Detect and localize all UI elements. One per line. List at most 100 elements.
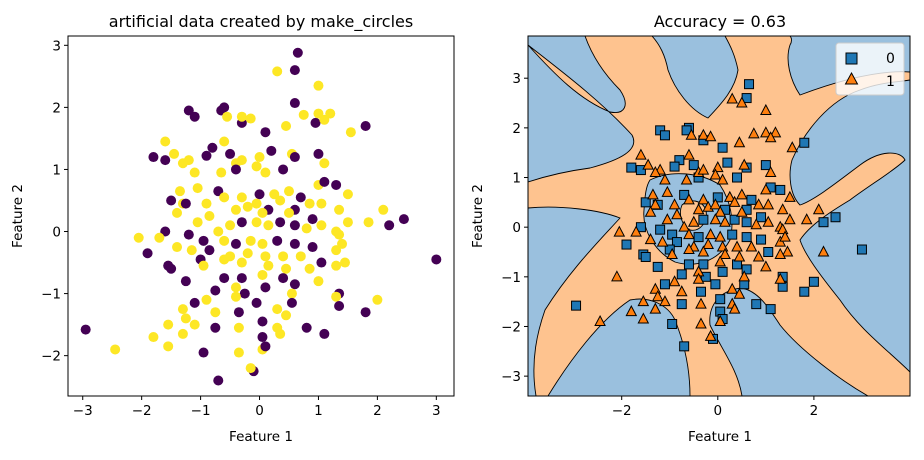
left-point-class-1 <box>257 238 268 249</box>
left-y-tick-label: 2 <box>52 100 61 116</box>
left-point-class-0 <box>189 111 200 122</box>
right-point-class-1 <box>695 317 707 329</box>
right-point-class-1 <box>752 198 765 210</box>
left-point-class-1 <box>177 304 188 315</box>
right-point-class-1 <box>709 213 722 225</box>
left-point-class-0 <box>233 307 244 318</box>
left-point-class-1 <box>319 114 330 125</box>
left-x-tick-label: −1 <box>191 403 211 419</box>
right-point-class-1 <box>714 255 727 267</box>
right-point-class-0 <box>775 184 786 195</box>
right-point-class-1 <box>630 225 642 237</box>
right-point-class-1 <box>786 141 799 153</box>
left-point-class-1 <box>236 155 247 166</box>
right-point-class-1 <box>745 240 758 252</box>
left-point-class-0 <box>219 273 230 284</box>
right-point-class-1 <box>800 213 813 225</box>
right-point-class-1 <box>683 228 695 240</box>
left-point-class-1 <box>160 136 171 147</box>
left-x-tick-label: 0 <box>255 403 264 419</box>
right-point-class-1 <box>704 130 717 142</box>
right-point-class-1 <box>776 203 789 215</box>
left-point-class-0 <box>384 220 395 231</box>
right-point-class-0 <box>669 161 680 172</box>
left-point-class-0 <box>254 189 265 200</box>
left-point-class-1 <box>272 304 283 315</box>
right-point-class-0 <box>856 244 867 255</box>
right-point-class-1 <box>692 272 705 284</box>
left-point-class-0 <box>257 332 268 343</box>
right-x-tick-label: −2 <box>612 403 632 419</box>
left-point-class-0 <box>160 226 171 237</box>
right-point-class-0 <box>571 300 582 311</box>
left-point-class-0 <box>239 288 250 299</box>
left-point-class-1 <box>172 207 183 218</box>
right-point-class-0 <box>710 279 721 290</box>
left-point-class-0 <box>80 324 91 335</box>
left-point-class-1 <box>313 108 324 119</box>
right-point-class-1 <box>779 230 791 242</box>
right-point-class-1 <box>760 103 772 115</box>
left-point-class-1 <box>263 220 274 231</box>
right-point-class-1 <box>735 96 748 108</box>
left-point-class-1 <box>236 111 247 122</box>
left-point-class-1 <box>251 161 262 172</box>
left-point-class-0 <box>216 105 227 116</box>
left-point-class-1 <box>325 108 336 119</box>
left-x-axis-label: Feature 1 <box>229 429 293 445</box>
left-panel: −3 −2 −1 0 1 2 3 −2 −1 0 1 2 3 artificial data crea… <box>10 12 455 445</box>
left-point-class-1 <box>216 167 227 178</box>
left-y-tick-label: −1 <box>41 287 61 303</box>
left-point-class-0 <box>260 127 271 138</box>
right-point-class-0 <box>756 234 767 245</box>
left-point-class-1 <box>257 207 268 218</box>
left-point-class-1 <box>230 204 241 215</box>
right-point-class-1 <box>709 168 722 180</box>
right-point-class-1 <box>728 195 741 207</box>
left-point-class-1 <box>219 136 230 147</box>
right-point-class-0 <box>676 269 687 280</box>
left-point-class-1 <box>337 238 348 249</box>
left-point-class-1 <box>281 263 292 274</box>
right-point-class-1 <box>666 247 678 259</box>
left-point-class-1 <box>281 310 292 321</box>
left-point-class-1 <box>319 158 330 169</box>
right-point-class-0 <box>808 276 819 287</box>
right-point-class-1 <box>683 148 695 160</box>
legend-label-0: 0 <box>886 51 895 67</box>
left-point-class-1 <box>210 307 221 318</box>
left-point-class-1 <box>163 319 174 330</box>
right-point-class-1 <box>668 275 681 287</box>
left-point-class-0 <box>310 117 321 128</box>
left-point-class-1 <box>201 198 212 209</box>
legend-marker-triangle <box>844 71 859 85</box>
left-point-class-1 <box>245 235 256 246</box>
right-point-class-0 <box>655 224 666 235</box>
left-point-class-1 <box>342 217 353 228</box>
right-point-class-0 <box>751 299 762 310</box>
left-point-class-1 <box>233 347 244 358</box>
left-x-tick-label: −2 <box>132 403 152 419</box>
left-point-class-1 <box>304 198 315 209</box>
left-point-class-0 <box>289 238 300 249</box>
left-point-class-1 <box>301 223 312 234</box>
right-point-class-0 <box>621 239 632 250</box>
right-axes-frame <box>527 35 911 397</box>
right-point-class-1 <box>781 245 794 257</box>
left-point-class-1 <box>260 251 271 262</box>
right-x-ticks: −2 0 2 <box>612 396 818 419</box>
right-point-class-0 <box>722 157 733 168</box>
right-x-axis-label: Feature 1 <box>688 429 752 445</box>
right-point-class-1 <box>656 235 669 247</box>
left-point-class-1 <box>133 232 144 243</box>
left-point-class-1 <box>334 229 345 240</box>
left-point-class-0 <box>301 322 312 333</box>
right-point-class-1 <box>647 188 659 200</box>
left-point-class-0 <box>266 145 277 156</box>
left-point-class-0 <box>257 316 268 327</box>
right-point-class-0 <box>799 286 810 297</box>
left-point-class-0 <box>189 297 200 308</box>
right-point-class-1 <box>733 136 746 148</box>
right-point-class-1 <box>716 173 729 185</box>
right-y-tick-label: −1 <box>501 270 521 286</box>
